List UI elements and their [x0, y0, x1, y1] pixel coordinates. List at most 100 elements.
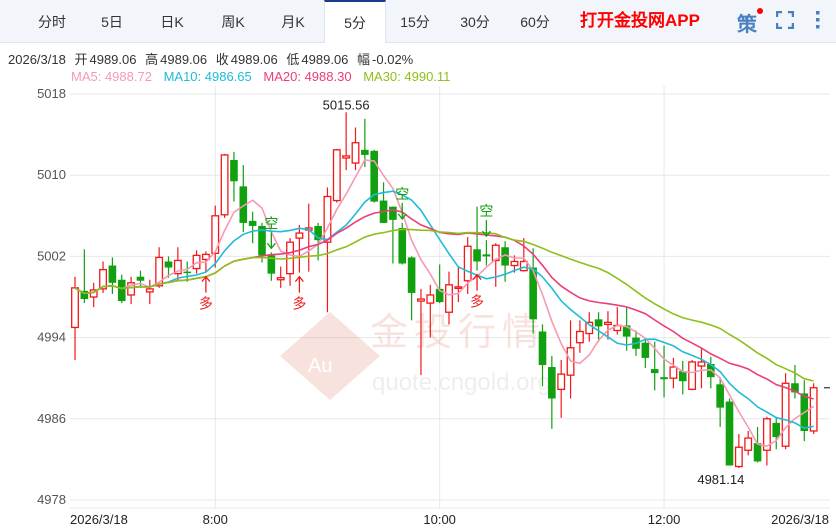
candle-body-up [613, 324, 622, 332]
candle-body-up [276, 277, 285, 281]
candle-body-up [585, 321, 594, 335]
open-value: 4989.06 [89, 52, 137, 67]
candle-body-down [641, 342, 650, 358]
tab-daily-k[interactable]: 日K [160, 14, 184, 30]
x-tick-label: 10:00 [423, 512, 456, 527]
long-signal-label: 多 [199, 296, 213, 312]
candle-body-down [258, 225, 266, 256]
y-tick-label: 5018 [37, 86, 66, 101]
candle-body-up [211, 215, 220, 255]
short-signal-label: 空 [395, 186, 409, 202]
open-label: 开 [74, 52, 88, 67]
long-arrow-icon [472, 273, 482, 291]
candle-body-down [230, 159, 238, 182]
long-signal-label: 多 [470, 294, 484, 310]
candle-body-down [501, 247, 509, 266]
candle-body-up [809, 387, 818, 432]
strategy-icon[interactable]: 策 [737, 14, 757, 36]
candle-body-down [389, 206, 397, 220]
candle-body-up [127, 282, 136, 296]
candle-body-down [314, 225, 322, 241]
tab-5-day[interactable]: 5日 [101, 14, 123, 30]
watermark-title: 金投行情 [370, 312, 546, 354]
ma20-label: MA20: 4988.30 [263, 69, 352, 84]
candle-body-down [117, 279, 126, 302]
ma10-line [74, 190, 814, 430]
candle-body-down [529, 267, 537, 320]
candle-body-up [454, 286, 463, 290]
notification-dot [757, 8, 763, 14]
tab-30-min[interactable]: 30分 [460, 14, 490, 30]
candle-body-down [800, 393, 809, 431]
tab-intraday[interactable]: 分时 [38, 14, 66, 30]
info-date: 2026/3/18 [8, 52, 66, 67]
candle-body-up [155, 256, 164, 287]
x-tick-label: 12:00 [648, 512, 681, 527]
tab-monthly-k[interactable]: 月K [281, 14, 305, 30]
candle-body-up [510, 260, 519, 267]
candle-body-down [407, 257, 416, 293]
candle-body-up [145, 288, 154, 293]
open-app-link[interactable]: 打开金投网APP [580, 11, 700, 30]
high-price-label: 5015.56 [323, 97, 370, 112]
candle-body-up [342, 155, 351, 159]
candle-body-down [361, 149, 369, 155]
ma-legend: MA5: 4988.72 MA10: 4986.65 MA20: 4988.30… [71, 69, 458, 84]
tab-5-min[interactable]: 5分 [324, 0, 386, 43]
candle-body-down [473, 249, 481, 262]
candle-body-down [80, 290, 89, 300]
low-price-label: 4981.14 [697, 472, 744, 487]
ma5-label: MA5: 4988.72 [71, 69, 152, 84]
change-value: -0.02% [372, 52, 414, 67]
candle-body-up [286, 241, 294, 275]
candle-body-up [304, 227, 313, 231]
watermark-url: quote.cngold.org [372, 369, 551, 396]
candle-body-up [566, 347, 575, 376]
short-signal-label: 空 [264, 215, 278, 231]
candle-body-down [435, 288, 444, 303]
x-tick-label: 2026/3/18 [70, 512, 128, 527]
candle-body-up [351, 142, 360, 164]
watermark: Au 金投行情 quote.cngold.org [280, 312, 551, 400]
candle-body-down [660, 377, 668, 380]
candle-body-down [725, 401, 734, 466]
candle-body-down [183, 271, 191, 274]
candle-body-up [332, 149, 341, 202]
ma10-label: MA10: 4986.65 [163, 69, 252, 84]
candle-body-down [594, 319, 603, 327]
candle-body-down [716, 384, 724, 408]
fullscreen-icon[interactable] [776, 11, 794, 29]
candle-body-up [295, 232, 304, 239]
candle-body-up [192, 254, 201, 270]
change-label: 幅 [357, 52, 371, 67]
tab-60-min[interactable]: 60分 [520, 14, 550, 30]
high-value: 4989.06 [160, 52, 208, 67]
candle-body-up [201, 253, 210, 261]
candle-body-up [697, 361, 706, 367]
candle-body-up [426, 294, 435, 304]
candle-body-up [604, 321, 612, 326]
tab-15-min[interactable]: 15分 [400, 14, 430, 30]
candle-body-up [416, 298, 425, 302]
candle-body-down [379, 200, 388, 223]
candle-body-up [575, 330, 584, 344]
candle-body-up [669, 366, 678, 379]
candle-body-up [519, 260, 528, 272]
tab-weekly-k[interactable]: 周K [221, 14, 245, 30]
long-signal-label: 多 [292, 296, 306, 312]
more-vertical-icon[interactable] [815, 10, 821, 30]
candle-body-down [772, 422, 781, 438]
candle-body-up [89, 289, 98, 298]
short-signal-label: 空 [479, 203, 493, 219]
candle-body-down [136, 276, 145, 281]
short-arrow-icon [397, 202, 407, 220]
close-label: 收 [215, 52, 229, 67]
long-arrow-icon [294, 275, 304, 293]
candle-body-down [370, 150, 378, 202]
watermark-logo-icon [280, 312, 380, 400]
candle-body-down [548, 367, 556, 399]
candle-body-down [239, 186, 248, 223]
candle-body-up [173, 259, 182, 275]
candle-body-down [538, 331, 547, 366]
candle-body-up [445, 284, 453, 313]
